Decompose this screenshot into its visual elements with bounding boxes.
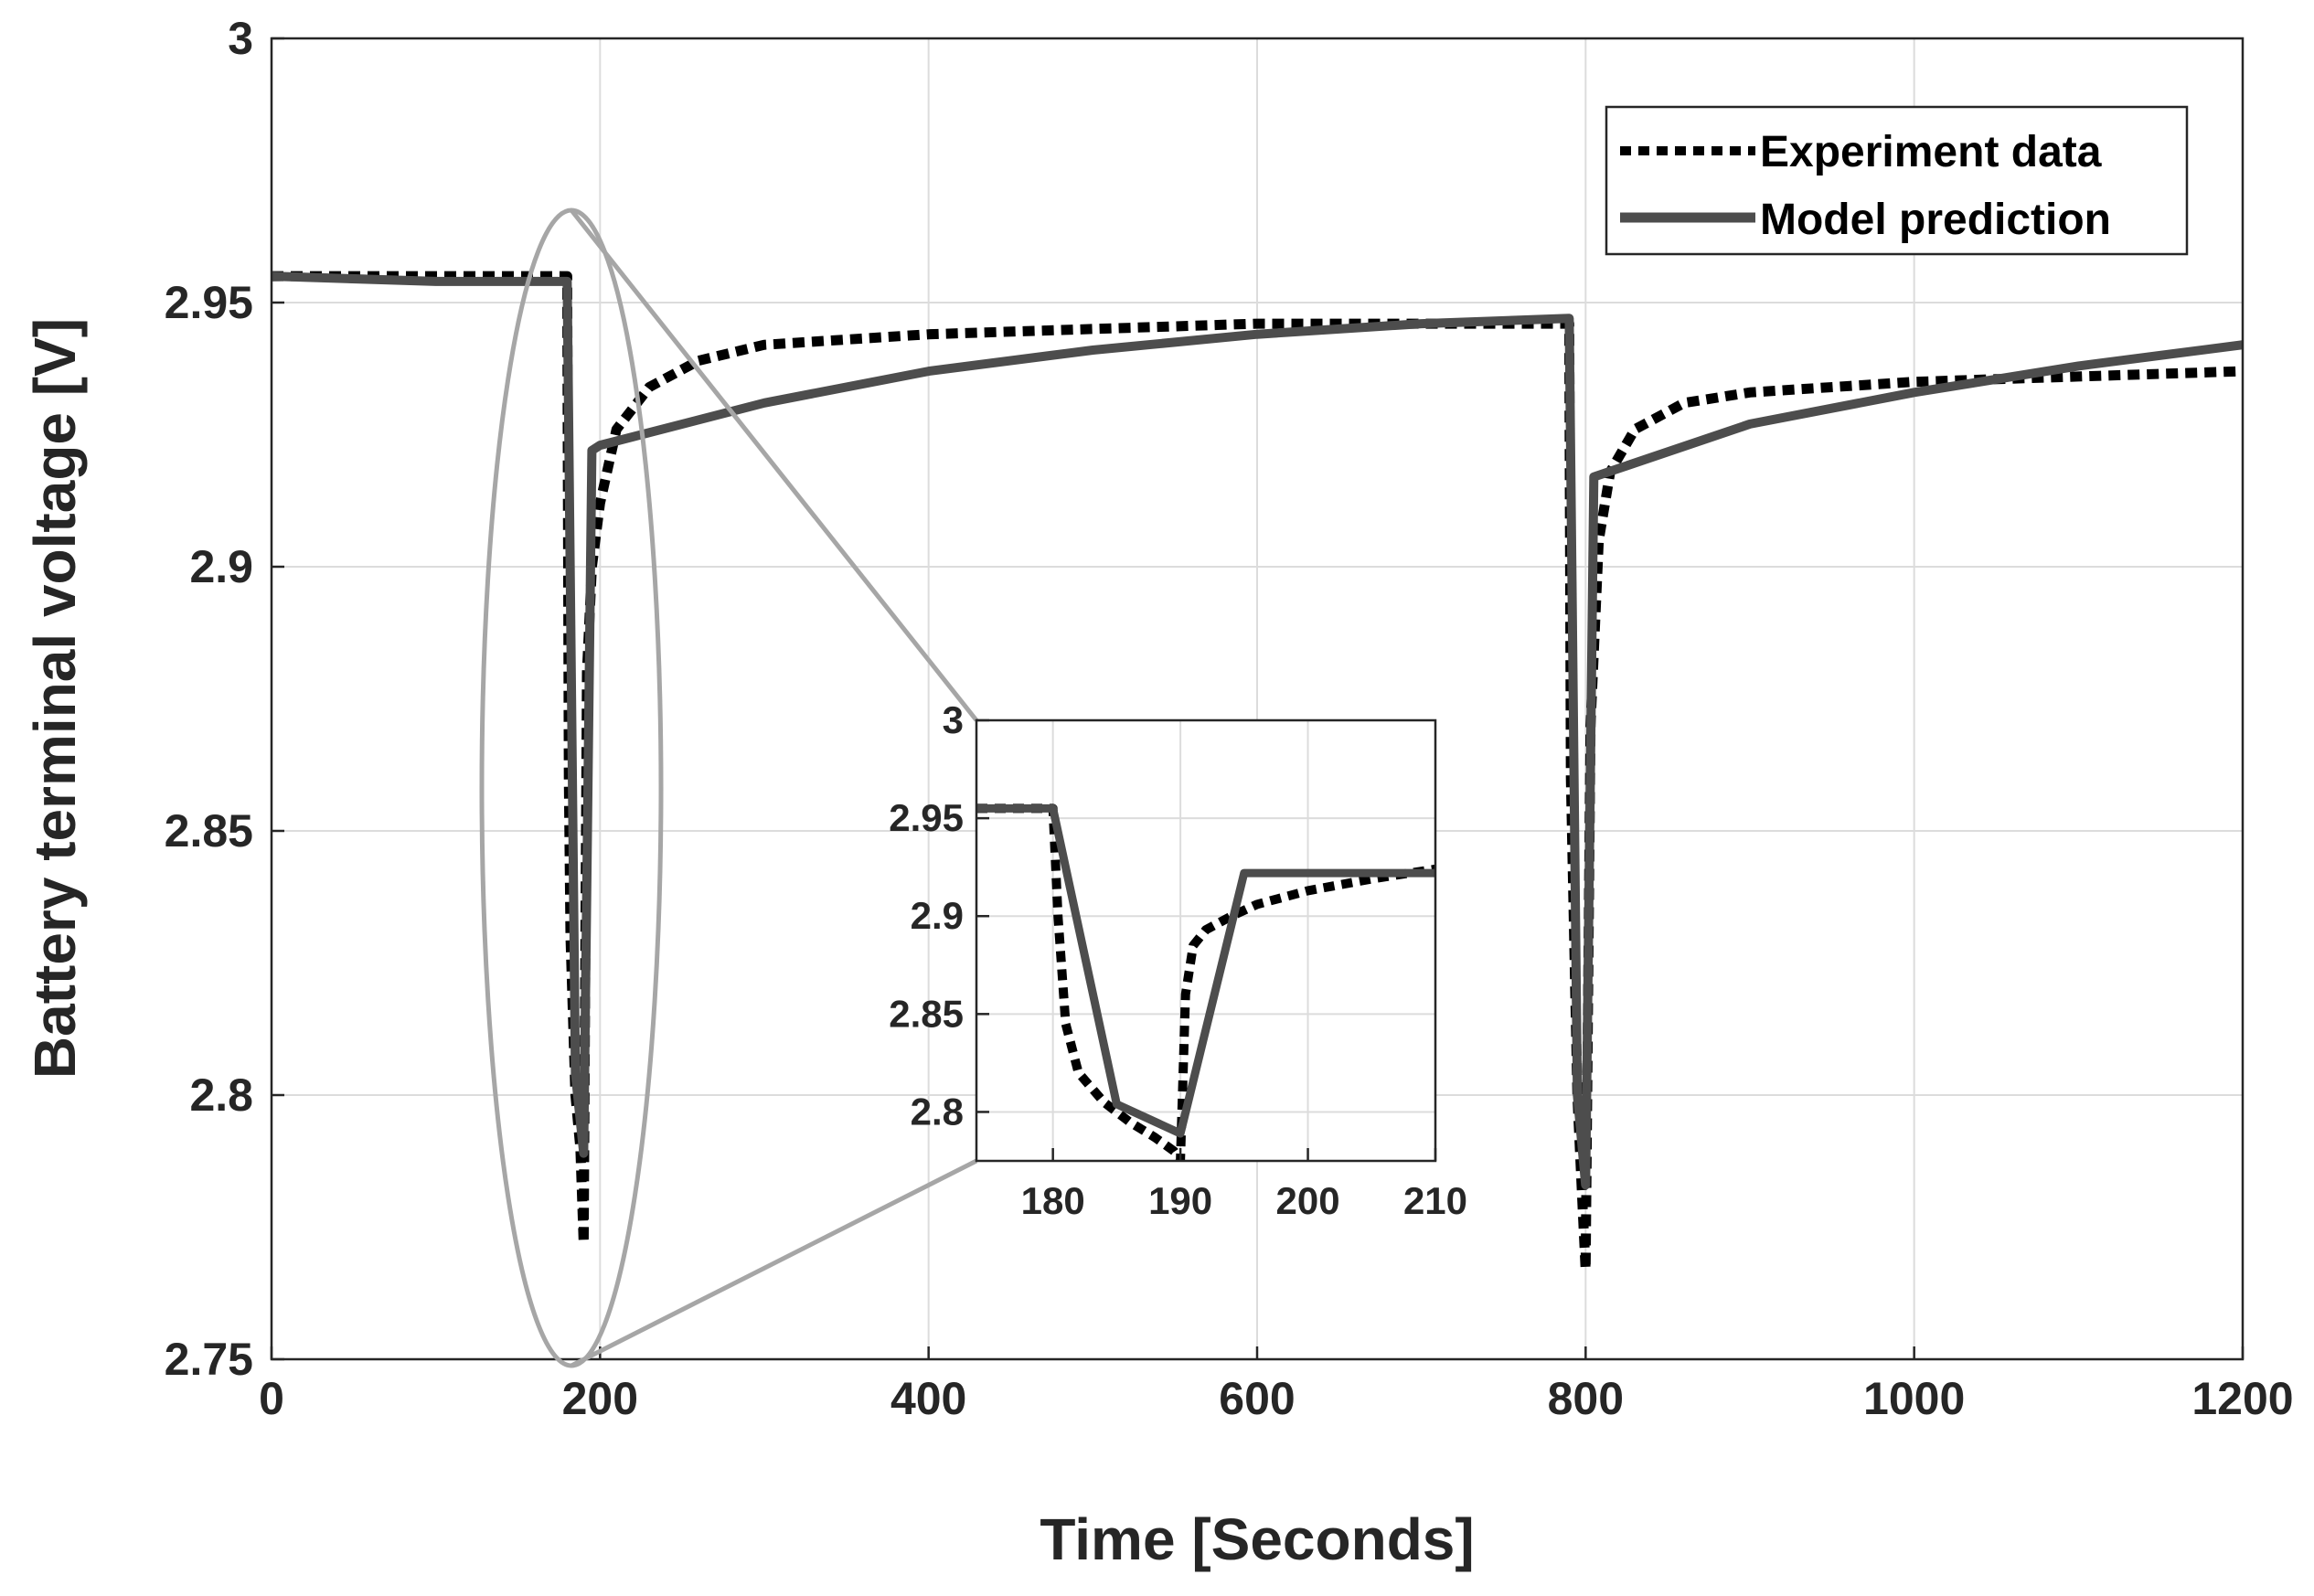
main-y-ticks: 2.75 2.8 2.85 2.9 2.95 3 bbox=[165, 13, 284, 1385]
main-y-tick-label-2: 2.85 bbox=[165, 805, 253, 857]
main-x-tick-label-3: 600 bbox=[1219, 1373, 1295, 1424]
zoom-connector-bottom bbox=[570, 1158, 978, 1368]
main-y-tick-label-5: 3 bbox=[228, 13, 253, 64]
legend: Experiment data Model prediction bbox=[1605, 105, 2189, 256]
inset-plot: 180 190 200 210 2.8 2.85 2.9 2.95 3 bbox=[889, 698, 1467, 1222]
main-y-tick-label-3: 2.9 bbox=[189, 541, 253, 592]
zoom-callout bbox=[479, 207, 978, 1368]
inset-x-tick-label-0: 180 bbox=[1021, 1179, 1085, 1222]
inset-plot-frame bbox=[975, 718, 1437, 1163]
main-x-tick-label-5: 1000 bbox=[1863, 1373, 1965, 1424]
main-y-tick-label-4: 2.95 bbox=[165, 277, 253, 328]
main-x-tick-label-0: 0 bbox=[259, 1373, 284, 1424]
inset-y-tick-label-4: 3 bbox=[943, 698, 964, 741]
inset-y-ticks: 2.8 2.85 2.9 2.95 3 bbox=[889, 698, 989, 1133]
inset-y-tick-label-3: 2.95 bbox=[889, 796, 964, 839]
main-series bbox=[272, 271, 2243, 1275]
main-x-tick-label-1: 200 bbox=[562, 1373, 638, 1424]
main-x-tick-label-4: 800 bbox=[1548, 1373, 1624, 1424]
legend-box bbox=[1605, 105, 2189, 256]
inset-series-model-prediction-line bbox=[976, 803, 1435, 1138]
x-axis-label: Time [Seconds] bbox=[1040, 1506, 1474, 1572]
legend-label-model: Model prediction bbox=[1760, 196, 2111, 244]
main-x-ticks: 0 200 400 600 800 1000 1200 bbox=[259, 1346, 2294, 1424]
inset-series bbox=[976, 803, 1435, 1161]
main-x-tick-label-6: 1200 bbox=[2191, 1373, 2293, 1424]
inset-y-tick-label-0: 2.8 bbox=[911, 1090, 964, 1133]
legend-label-experiment: Experiment data bbox=[1760, 128, 2102, 176]
inset-x-tick-label-3: 210 bbox=[1403, 1179, 1467, 1222]
main-y-tick-label-1: 2.8 bbox=[189, 1069, 253, 1121]
inset-plot-area bbox=[976, 720, 1435, 1161]
y-axis-label: Battery terminal voltage [V] bbox=[22, 318, 88, 1079]
main-y-tick-label-0: 2.75 bbox=[165, 1334, 253, 1385]
main-series-model-prediction-line bbox=[272, 271, 2243, 1190]
zoom-connector-top bbox=[570, 208, 978, 722]
inset-x-tick-label-1: 190 bbox=[1148, 1179, 1212, 1222]
inset-x-tick-label-2: 200 bbox=[1276, 1179, 1340, 1222]
inset-y-tick-label-2: 2.9 bbox=[911, 894, 964, 937]
inset-series-experiment-data-line bbox=[976, 803, 1435, 1161]
main-x-tick-label-2: 400 bbox=[890, 1373, 966, 1424]
inset-x-ticks: 180 190 200 210 bbox=[1021, 1148, 1467, 1222]
inset-y-tick-label-1: 2.85 bbox=[889, 992, 964, 1035]
